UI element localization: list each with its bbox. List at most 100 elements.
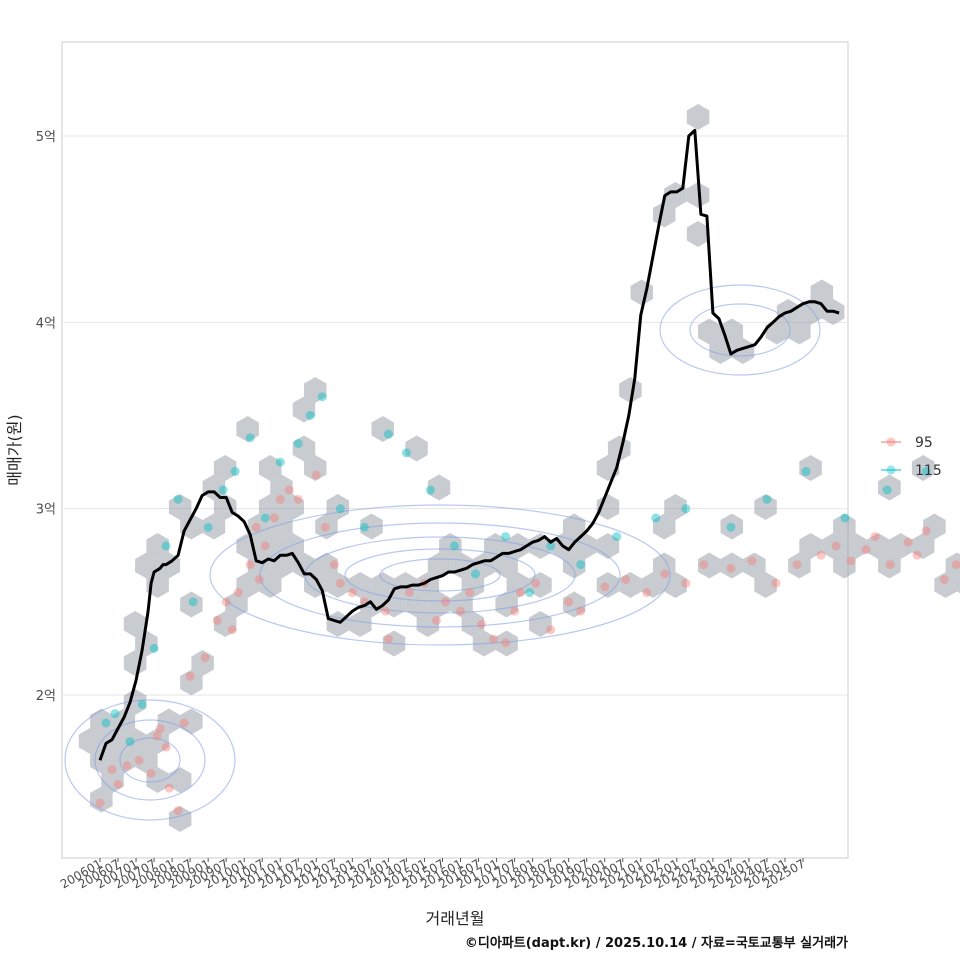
y-tick-label: 2억 bbox=[36, 689, 56, 704]
point-95 bbox=[621, 575, 630, 584]
point-95 bbox=[234, 588, 243, 597]
point-95 bbox=[213, 616, 222, 625]
point-95 bbox=[114, 780, 123, 789]
point-115 bbox=[204, 523, 213, 532]
point-95 bbox=[108, 765, 117, 774]
point-115 bbox=[174, 495, 183, 504]
point-95 bbox=[270, 513, 279, 522]
point-115 bbox=[276, 458, 285, 467]
y-tick-label: 3억 bbox=[36, 503, 56, 518]
point-95 bbox=[276, 495, 285, 504]
point-95 bbox=[441, 597, 450, 606]
point-95 bbox=[381, 607, 390, 616]
point-95 bbox=[96, 799, 105, 808]
point-115 bbox=[219, 486, 228, 495]
point-95 bbox=[384, 635, 393, 644]
point-115 bbox=[102, 718, 111, 727]
point-115 bbox=[126, 737, 135, 746]
point-115 bbox=[651, 513, 660, 522]
point-95 bbox=[255, 575, 264, 584]
point-95 bbox=[913, 551, 922, 560]
point-115 bbox=[360, 523, 369, 532]
point-115 bbox=[336, 504, 345, 513]
point-115 bbox=[402, 448, 411, 457]
point-95 bbox=[123, 761, 132, 770]
point-95 bbox=[330, 560, 339, 569]
point-115 bbox=[525, 588, 534, 597]
point-95 bbox=[940, 575, 949, 584]
point-115 bbox=[318, 392, 327, 401]
y-axis-title: 매매가(원) bbox=[5, 414, 24, 485]
point-95 bbox=[432, 616, 441, 625]
point-95 bbox=[600, 582, 609, 591]
legend: 95 115 bbox=[881, 435, 942, 479]
x-axis: 2006012006072007012007072008012008072009… bbox=[58, 856, 808, 891]
point-95 bbox=[165, 784, 174, 793]
legend-key-115 bbox=[887, 466, 896, 475]
point-115 bbox=[261, 513, 270, 522]
point-95 bbox=[832, 541, 841, 550]
point-115 bbox=[306, 411, 315, 420]
point-95 bbox=[546, 625, 555, 634]
x-axis-title: 거래년월 bbox=[426, 909, 485, 928]
point-95 bbox=[564, 597, 573, 606]
legend-label-95: 95 bbox=[915, 435, 933, 451]
point-95 bbox=[792, 560, 801, 569]
legend-item-95: 95 bbox=[881, 435, 933, 451]
point-95 bbox=[886, 560, 895, 569]
point-95 bbox=[348, 588, 357, 597]
point-95 bbox=[699, 560, 708, 569]
point-95 bbox=[336, 579, 345, 588]
point-95 bbox=[771, 579, 780, 588]
point-95 bbox=[321, 523, 330, 532]
point-95 bbox=[246, 560, 255, 569]
point-95 bbox=[681, 579, 690, 588]
point-95 bbox=[201, 653, 210, 662]
point-95 bbox=[747, 556, 756, 565]
caption: ©디아파트(dapt.kr) / 2025.10.14 / 자료=국토교통부 실… bbox=[465, 935, 848, 951]
point-115 bbox=[841, 513, 850, 522]
point-115 bbox=[681, 504, 690, 513]
point-115 bbox=[138, 700, 147, 709]
point-115 bbox=[576, 560, 585, 569]
point-115 bbox=[471, 569, 480, 578]
point-115 bbox=[162, 541, 171, 550]
point-115 bbox=[111, 709, 120, 718]
point-115 bbox=[384, 430, 393, 439]
point-95 bbox=[871, 532, 880, 541]
point-115 bbox=[802, 467, 811, 476]
legend-label-115: 115 bbox=[915, 463, 942, 479]
point-115 bbox=[426, 486, 435, 495]
point-95 bbox=[510, 607, 519, 616]
point-115 bbox=[294, 439, 303, 448]
point-95 bbox=[726, 564, 735, 573]
y-tick-label: 4억 bbox=[36, 316, 56, 331]
point-95 bbox=[285, 486, 294, 495]
point-95 bbox=[904, 538, 913, 547]
point-115 bbox=[246, 433, 255, 442]
point-95 bbox=[489, 635, 498, 644]
point-115 bbox=[501, 532, 510, 541]
point-95 bbox=[261, 541, 270, 550]
panel-background bbox=[62, 42, 848, 858]
point-95 bbox=[252, 523, 261, 532]
point-95 bbox=[135, 756, 144, 765]
point-95 bbox=[162, 743, 171, 752]
point-95 bbox=[147, 769, 156, 778]
point-115 bbox=[612, 532, 621, 541]
point-95 bbox=[862, 545, 871, 554]
point-115 bbox=[883, 486, 892, 495]
point-95 bbox=[180, 718, 189, 727]
point-95 bbox=[516, 588, 525, 597]
legend-key-95 bbox=[887, 438, 896, 447]
point-95 bbox=[501, 638, 510, 647]
point-95 bbox=[456, 607, 465, 616]
point-95 bbox=[186, 672, 195, 681]
point-95 bbox=[477, 620, 486, 629]
point-115 bbox=[189, 597, 198, 606]
point-95 bbox=[817, 551, 826, 560]
point-95 bbox=[174, 806, 183, 815]
point-95 bbox=[405, 588, 414, 597]
